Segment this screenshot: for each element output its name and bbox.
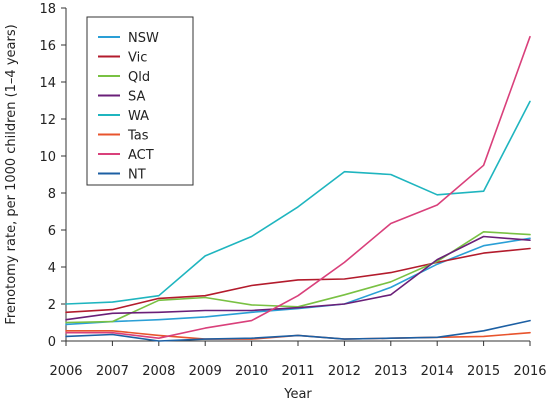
legend-label: NSW — [128, 31, 159, 46]
y-tick-label: 8 — [48, 187, 56, 202]
x-tick-label: 2008 — [142, 364, 175, 379]
legend-label: Qld — [128, 70, 150, 85]
x-tick-label: 2011 — [281, 364, 314, 379]
y-tick-label: 0 — [48, 335, 56, 350]
x-tick-label: 2015 — [467, 364, 500, 379]
x-tick-label: 2016 — [513, 364, 546, 379]
legend-box — [86, 16, 194, 186]
y-tick-label: 14 — [39, 76, 56, 91]
x-tick-label: 2014 — [421, 364, 454, 379]
legend-label: SA — [128, 90, 145, 105]
legend-label: WA — [128, 109, 149, 124]
y-tick-label: 12 — [39, 113, 56, 128]
legend: NSW Vic Qld SA WA Tas ACT NT — [86, 16, 194, 186]
y-axis-title: Frenotomy rate, per 1000 children (1–4 y… — [4, 24, 19, 324]
series-lines — [65, 35, 531, 342]
legend-label: Tas — [127, 129, 149, 144]
series-line-nsw — [65, 237, 531, 326]
y-tick-label: 10 — [39, 150, 56, 165]
legend-label: ACT — [128, 148, 154, 163]
y-tick-label: 4 — [48, 261, 56, 276]
series-line-act — [65, 35, 531, 340]
series-line-nt — [65, 319, 531, 342]
legend-label: NT — [128, 168, 146, 183]
x-axis-title: Year — [283, 387, 312, 402]
x-tick-label: 2009 — [189, 364, 222, 379]
legend-label: Vic — [128, 51, 147, 66]
x-tick-label: 2007 — [96, 364, 129, 379]
x-tick-label: 2006 — [49, 364, 82, 379]
axes: 0 2 4 6 8 10 12 14 16 18 2006 2007 2008 2009 2010 2011 2… — [39, 2, 546, 379]
series-line-vic — [65, 247, 531, 314]
x-tick-label: 2012 — [328, 364, 361, 379]
y-tick-label: 18 — [39, 2, 56, 17]
x-tick-label: 2013 — [374, 364, 407, 379]
y-tick-label: 16 — [39, 39, 56, 54]
x-tick-label: 2010 — [235, 364, 268, 379]
series-line-sa — [65, 235, 531, 321]
y-tick-label: 2 — [48, 298, 56, 313]
series-line-wa — [65, 100, 531, 305]
y-tick-label: 6 — [48, 224, 56, 239]
